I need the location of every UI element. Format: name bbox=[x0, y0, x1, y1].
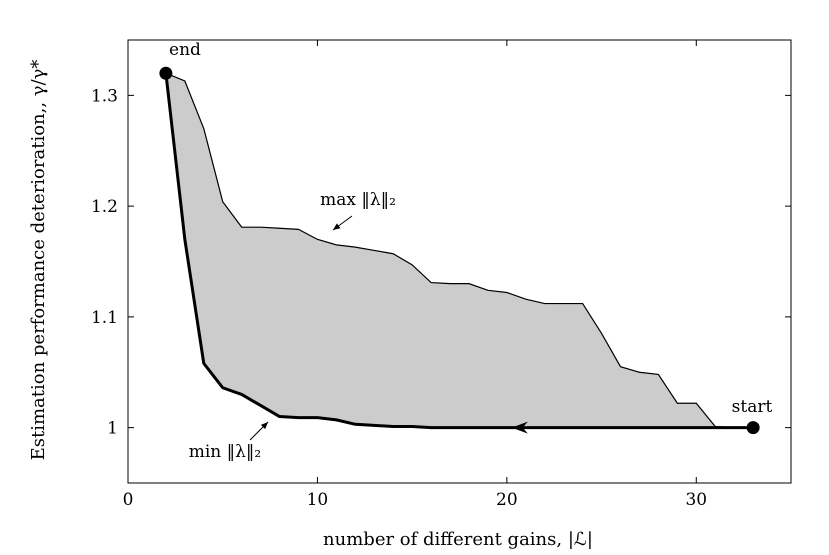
y-tick-label: 1.2 bbox=[91, 197, 118, 217]
start-label: start bbox=[732, 397, 773, 417]
series-min-line bbox=[164, 73, 754, 430]
min-pointer-head bbox=[260, 422, 268, 430]
max-pointer-head bbox=[333, 223, 341, 230]
x-axis-label: number of different gains, |ℒ| bbox=[323, 529, 593, 550]
axes-frame bbox=[127, 39, 792, 484]
direction-arrowhead bbox=[511, 421, 528, 434]
end-point bbox=[159, 66, 173, 80]
y-axis-label: Estimation performance deterioration,, γ… bbox=[28, 60, 49, 461]
y-tick-label: 1.1 bbox=[91, 308, 118, 328]
end-label: end bbox=[169, 40, 201, 60]
x-tick-label: 20 bbox=[496, 490, 518, 510]
y-tick-label: 1 bbox=[107, 419, 118, 439]
feasible-region bbox=[165, 73, 754, 428]
min-norm-label: min ‖λ‖₂ bbox=[189, 442, 262, 462]
series-max-line bbox=[165, 72, 754, 429]
x-tick-label: 30 bbox=[685, 490, 707, 510]
x-tick-label: 10 bbox=[307, 490, 329, 510]
plot-layer: 0 10 20 30 1 1.1 1.2 1.3 bbox=[91, 39, 792, 510]
max-norm-label: max ‖λ‖₂ bbox=[320, 190, 396, 210]
y-tick-label: 1.3 bbox=[91, 86, 118, 106]
x-tick-label: 0 bbox=[123, 490, 134, 510]
start-point bbox=[746, 421, 760, 435]
